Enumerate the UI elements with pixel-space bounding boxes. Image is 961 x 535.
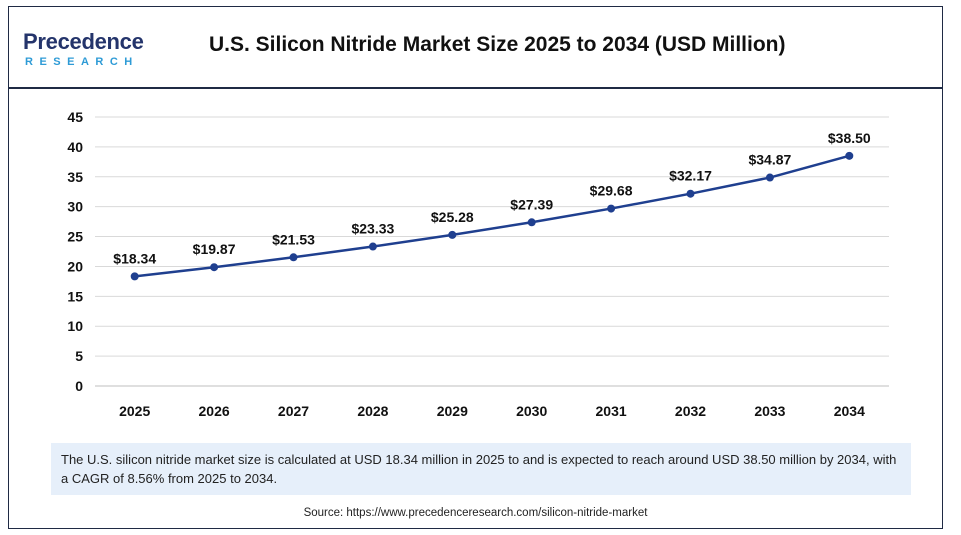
y-tick-label: 10 [67,318,83,334]
data-point [210,263,219,272]
y-tick-label: 25 [67,229,83,245]
data-label: $23.33 [351,221,394,237]
data-label: $32.17 [669,168,712,184]
data-point [845,151,854,160]
y-tick-label: 30 [67,199,83,215]
data-label: $25.28 [431,209,474,225]
x-tick-label: 2029 [437,403,468,419]
data-point [130,272,139,281]
data-point [686,189,695,198]
data-label: $19.87 [193,241,236,257]
x-tick-label: 2032 [675,403,706,419]
brand-name: Precedence [23,29,144,54]
y-tick-label: 20 [67,258,83,274]
data-point [448,230,457,239]
series-line [134,154,850,278]
x-tick-label: 2033 [754,403,785,419]
data-point [765,173,774,182]
page-title: U.S. Silicon Nitride Market Size 2025 to… [209,33,786,56]
data-point [607,204,616,213]
x-tick-label: 2027 [278,403,309,419]
y-tick-label: 15 [67,288,83,304]
y-tick-label: 0 [75,378,83,394]
x-tick-label: 2030 [516,403,547,419]
x-tick-label: 2026 [199,403,230,419]
x-tick-label: 2025 [119,403,150,419]
brand-logo: Precedence RESEARCH [23,29,183,73]
y-tick-label: 45 [67,109,83,125]
brand-sub: RESEARCH [25,56,139,68]
data-label: $38.50 [828,130,871,146]
data-label: $18.34 [113,250,156,266]
data-label: $29.68 [590,183,633,199]
source-text: Source: https://www.precedenceresearch.c… [303,507,648,519]
x-tick-label: 2031 [596,403,627,419]
data-label: $21.53 [272,231,315,247]
x-tick-label: 2034 [834,403,865,419]
summary-note: The U.S. silicon nitride market size is … [51,443,911,495]
y-tick-label: 40 [67,139,83,155]
data-label: $27.39 [510,196,553,212]
chart-frame: Precedence RESEARCH U.S. Silicon Nitride… [8,6,943,529]
data-point [368,242,377,251]
data-point [527,218,536,227]
header: Precedence RESEARCH U.S. Silicon Nitride… [9,7,942,89]
y-tick-label: 35 [67,169,83,185]
data-label: $34.87 [748,152,791,168]
y-tick-label: 5 [75,348,83,364]
data-point [289,253,298,262]
x-tick-label: 2028 [357,403,388,419]
